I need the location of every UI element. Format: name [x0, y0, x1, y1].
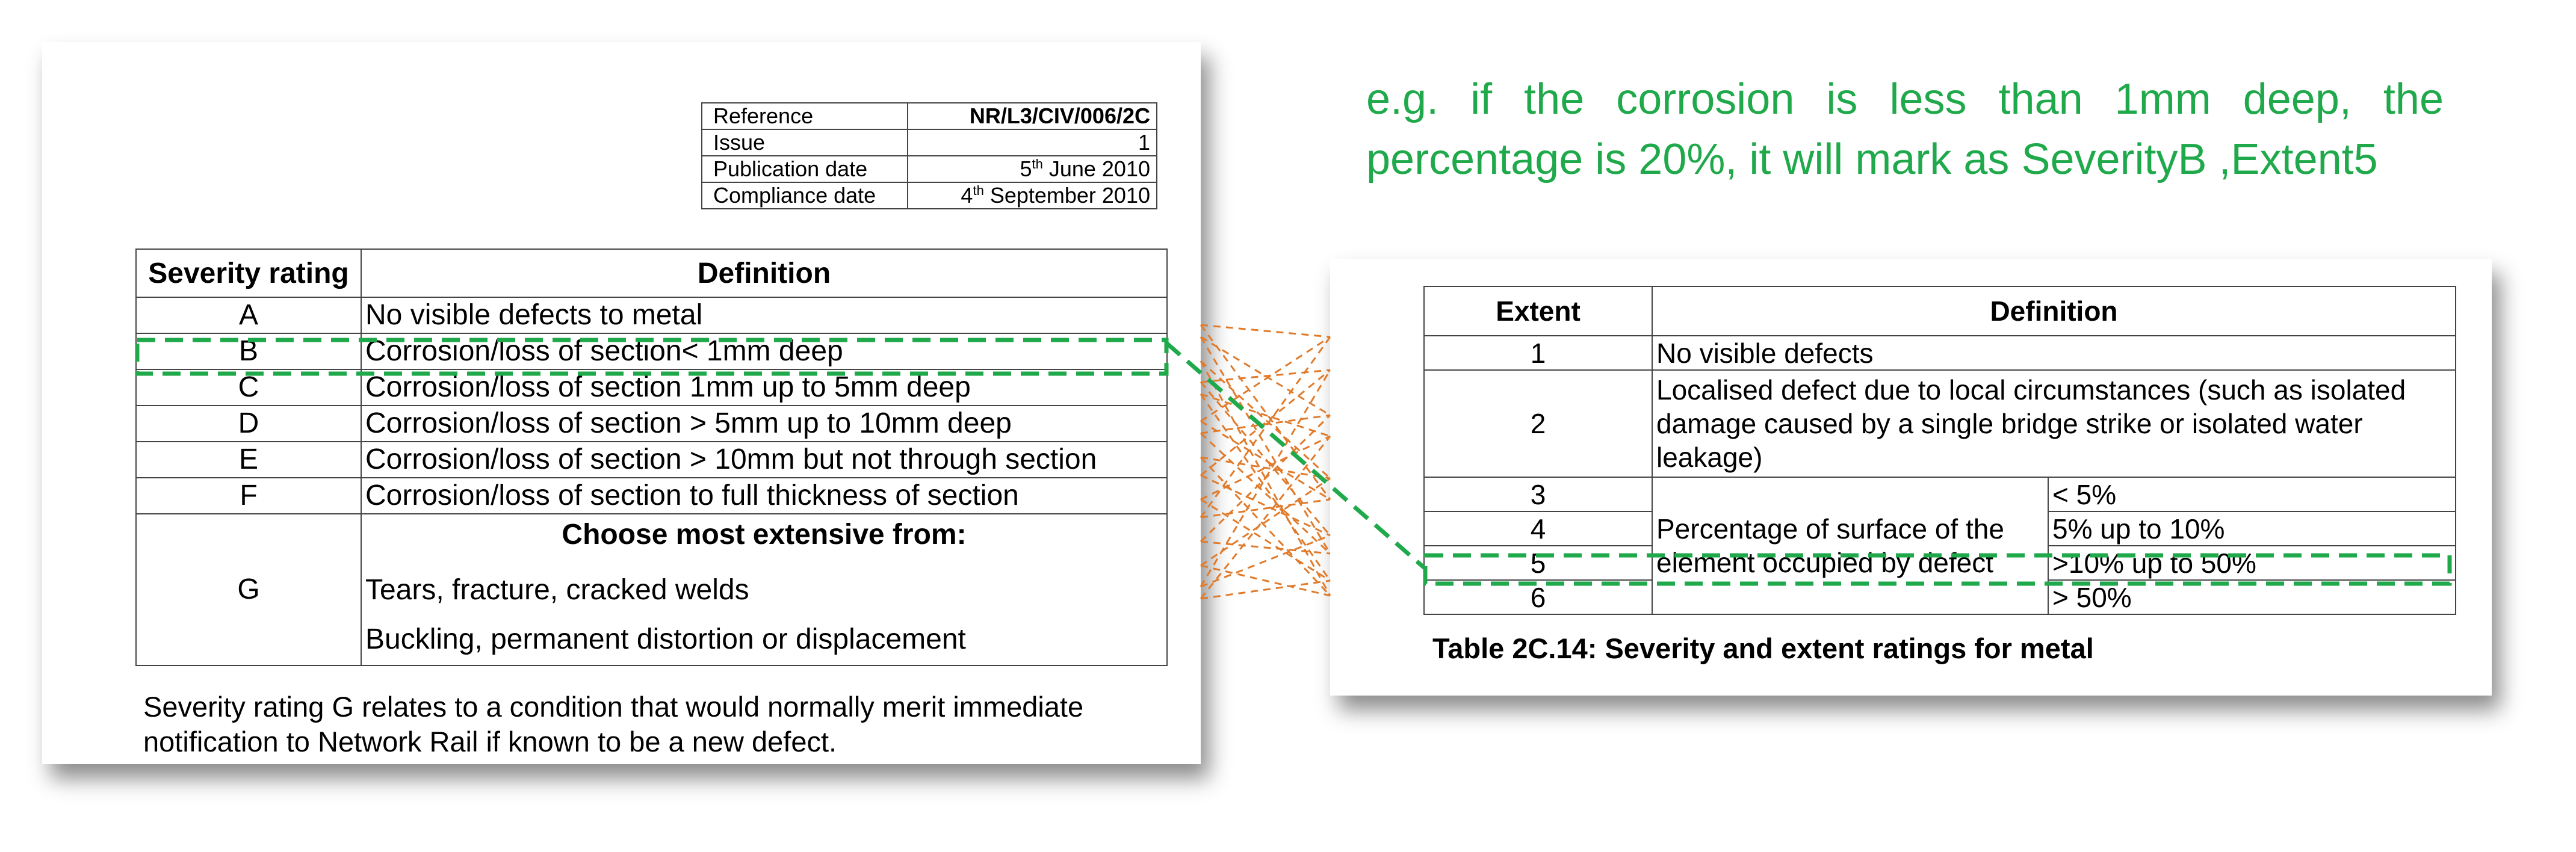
extent-rating-table: Extent Definition 1 No visible defects 2… [1423, 286, 2456, 615]
severity-definition-cell: Corrosion/loss of section to full thickn… [361, 477, 1168, 514]
extent-shared-definition: Percentage of surface of the element occ… [1652, 477, 2049, 615]
date-rest: September 2010 [983, 183, 1150, 208]
metadata-value: 4th September 2010 [907, 182, 1157, 209]
extent-number-cell: 3 [1423, 477, 1653, 512]
table-row: D Corrosion/loss of section > 5mm up to … [135, 405, 1168, 442]
column-header: Extent [1423, 286, 1653, 336]
connector-line [1200, 393, 1331, 437]
table-header-row: Extent Definition [1423, 286, 2456, 336]
metadata-label: Issue [701, 129, 908, 156]
date-day: 4 [961, 183, 973, 208]
column-header: Definition [1652, 286, 2456, 336]
highlight-connector [1165, 341, 1427, 570]
severity-rating-cell: G [135, 513, 362, 666]
column-header: Severity rating [135, 248, 362, 298]
connector-line [1200, 534, 1331, 588]
connector-line [1200, 436, 1331, 599]
extent-range-cell: 5% up to 10% [2048, 511, 2456, 546]
connector-line [1200, 456, 1331, 480]
severity-document-panel: Reference NR/L3/CIV/006/2C Issue 1 Publi… [42, 42, 1201, 764]
connector-line [1200, 579, 1331, 600]
metadata-value: 1 [907, 129, 1157, 156]
g-option: Tears, fracture, cracked welds [365, 574, 749, 606]
connector-line [1200, 414, 1331, 543]
severity-rating-cell: E [135, 441, 362, 478]
connector-line [1200, 474, 1331, 537]
table-row: 2 Localised defect due to local circumst… [1423, 369, 2456, 478]
connector-line [1200, 369, 1331, 477]
connector-lines [1200, 324, 1331, 600]
table-row: 3 Percentage of surface of the element o… [1423, 477, 2456, 615]
connector-line [1200, 336, 1331, 422]
date-rest: June 2010 [1042, 156, 1150, 181]
table-row: 5 >10% up to 50% [1423, 545, 2456, 581]
severity-definition-cell: Choose most extensive from: Tears, fract… [361, 513, 1168, 666]
connector-line [1200, 369, 1331, 383]
example-annotation: e.g. if the corrosion is less than 1mm d… [1366, 75, 2444, 184]
connector-line [1200, 456, 1331, 597]
table-row: 1 No visible defects [1423, 335, 2456, 371]
metadata-value: NR/L3/CIV/006/2C [907, 102, 1157, 130]
extent-number-cell: 1 [1423, 335, 1653, 371]
extent-range-cell: >10% up to 50% [2048, 545, 2456, 581]
document-metadata-table: Reference NR/L3/CIV/006/2C Issue 1 Publi… [701, 102, 1157, 209]
connector-line [1200, 360, 1331, 480]
metadata-row: Publication date 5th June 2010 [701, 155, 1157, 183]
connector-line [1200, 498, 1331, 582]
g-option: Buckling, permanent distortion or displa… [365, 623, 966, 655]
date-day: 5 [1020, 156, 1032, 181]
connector-line [1200, 564, 1331, 597]
table-header-row: Severity rating Definition [135, 248, 1168, 298]
connector-line [1200, 336, 1331, 554]
connector-line [1200, 432, 1331, 555]
severity-definition-cell: No visible defects to metal [361, 297, 1168, 334]
connector-line [1200, 414, 1331, 434]
table-row: G Choose most extensive from: Tears, fra… [135, 513, 1168, 666]
table-row: E Corrosion/loss of section > 10mm but n… [135, 441, 1168, 478]
severity-rating-cell: D [135, 405, 362, 442]
metadata-row: Compliance date 4th September 2010 [701, 182, 1157, 209]
severity-b-highlight [135, 338, 1169, 376]
severity-footnote: Severity rating G relates to a condition… [143, 691, 1084, 758]
metadata-row: Reference NR/L3/CIV/006/2C [701, 102, 1157, 130]
metadata-label: Publication date [701, 155, 908, 183]
table-row: A No visible defects to metal [135, 297, 1168, 334]
column-header: Definition [361, 248, 1168, 298]
connector-line [1200, 360, 1331, 596]
connector-line [1200, 540, 1331, 555]
extent-number-cell: 4 [1423, 511, 1653, 546]
connector-line [1200, 324, 1331, 500]
date-suffix: th [973, 183, 984, 198]
severity-rating-cell: F [135, 477, 362, 514]
choose-heading: Choose most extensive from: [562, 519, 967, 551]
extent-number-cell: 2 [1423, 369, 1653, 478]
severity-rating-table: Severity rating Definition A No visible … [135, 248, 1168, 666]
connector-line [1200, 498, 1331, 519]
table-row: 4 5% up to 10% [1423, 511, 2456, 546]
date-suffix: th [1032, 156, 1043, 171]
extent-range-cell: < 5% [2048, 477, 2456, 512]
connector-line [1200, 324, 1331, 338]
extent-number-cell: 5 [1423, 545, 1653, 581]
table-caption: Table 2C.14: Severity and extent ratings… [1432, 632, 2094, 664]
connector-line [1200, 381, 1331, 536]
extent-definition-cell: No visible defects [1652, 335, 2456, 371]
metadata-value: 5th June 2010 [907, 155, 1157, 183]
connector-line [1200, 369, 1331, 587]
severity-definition-cell: Corrosion/loss of section > 5mm up to 10… [361, 405, 1168, 442]
severity-definition-cell: Corrosion/loss of section > 10mm but not… [361, 441, 1168, 478]
extent-definition-cell: Localised defect due to local circumstan… [1652, 369, 2456, 478]
metadata-row: Issue 1 [701, 129, 1157, 156]
metadata-label: Reference [701, 102, 908, 130]
severity-rating-cell: A [135, 297, 362, 334]
metadata-label: Compliance date [701, 182, 908, 209]
table-row: F Corrosion/loss of section to full thic… [135, 477, 1168, 514]
extent-5-highlight [1423, 553, 2452, 586]
extent-document-panel: Extent Definition 1 No visible defects 2… [1330, 259, 2492, 696]
connector-line [1200, 435, 1331, 501]
